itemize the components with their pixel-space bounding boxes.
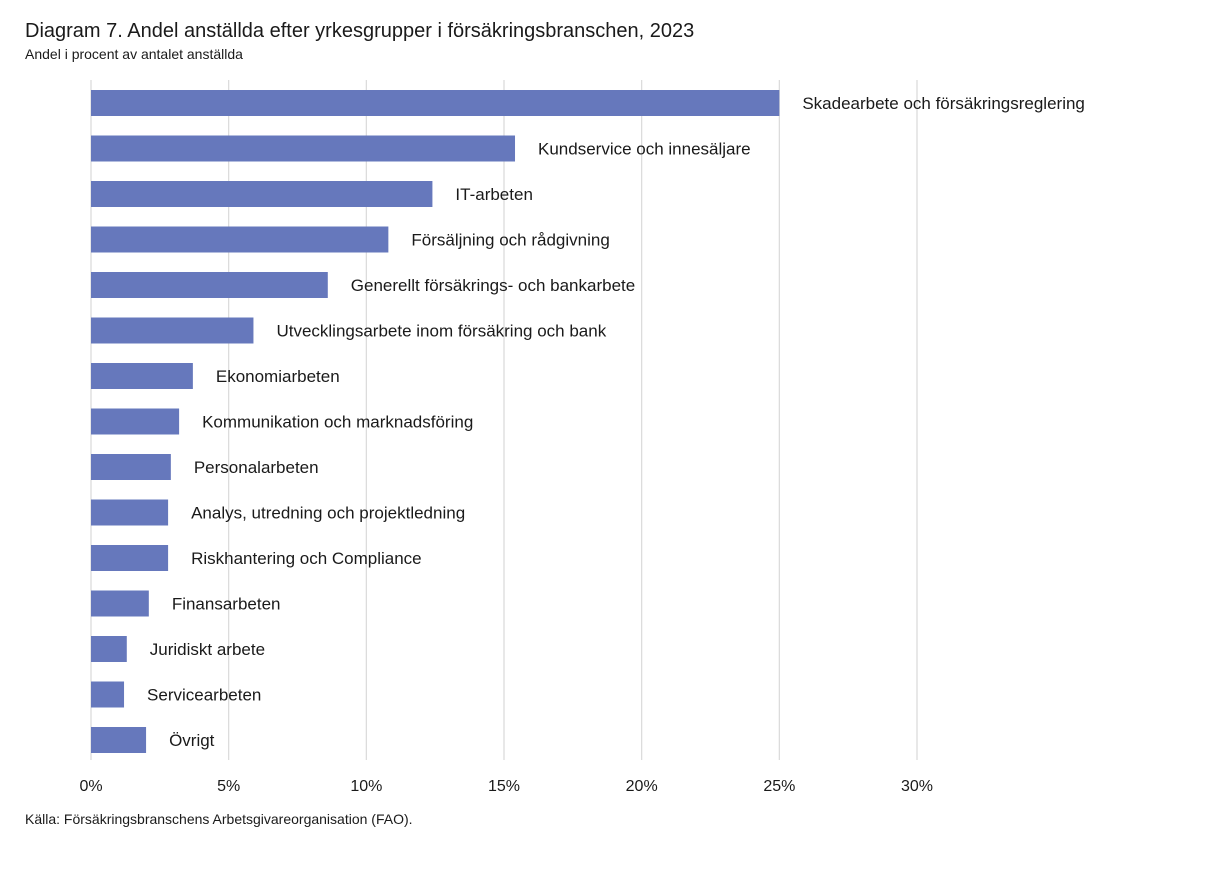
- bar-label: Analys, utredning och projektledning: [191, 504, 465, 523]
- bar-label: Generellt försäkrings- och bankarbete: [351, 276, 635, 295]
- bar: [91, 90, 780, 116]
- x-tick-label: 0%: [79, 778, 102, 795]
- x-tick-label: 5%: [217, 778, 240, 795]
- x-tick-label: 30%: [901, 778, 933, 795]
- bar: [91, 317, 254, 344]
- bar-label: Finansarbeten: [172, 595, 281, 614]
- bar-label: IT-arbeten: [455, 185, 533, 204]
- bar-labels: Skadearbete och försäkringsreglering Kund…: [147, 94, 1085, 750]
- x-tick-label: 10%: [350, 778, 382, 795]
- chart-source: Källa: Försäkringsbranschens Arbetsgivar…: [25, 811, 413, 827]
- bar: [91, 590, 149, 617]
- x-tick-label: 25%: [763, 778, 795, 795]
- bar-label: Servicearbeten: [147, 686, 261, 705]
- x-axis-ticks: 0% 5% 10% 15% 20% 25% 30%: [79, 778, 933, 795]
- bar-label: Skadearbete och försäkringsreglering: [802, 94, 1085, 113]
- chart-subtitle: Andel i procent av antalet anställda: [25, 46, 243, 62]
- bar-label: Kundservice och innesäljare: [538, 140, 751, 159]
- bar: [91, 636, 127, 662]
- x-tick-label: 20%: [626, 778, 658, 795]
- bar: [91, 499, 169, 526]
- bar-label: Riskhantering och Compliance: [191, 549, 422, 568]
- bar: [91, 272, 328, 298]
- bar-label: Utvecklingsarbete inom försäkring och ba…: [276, 322, 606, 341]
- bar: [91, 363, 193, 389]
- bar-label: Kommunikation och marknadsföring: [202, 413, 473, 432]
- bar-label: Juridiskt arbete: [150, 640, 265, 659]
- x-tick-label: 15%: [488, 778, 520, 795]
- bar-label: Övrigt: [169, 731, 215, 750]
- bar-label: Personalarbeten: [194, 458, 319, 477]
- bar: [91, 181, 433, 207]
- bar: [91, 727, 147, 753]
- chart-title: Diagram 7. Andel anställda efter yrkesgr…: [25, 20, 695, 42]
- bar: [91, 681, 125, 708]
- bar-label: Försäljning och rådgivning: [411, 231, 609, 250]
- bar: [91, 226, 389, 253]
- bar: [91, 135, 516, 162]
- bar: [91, 408, 180, 435]
- bar: [91, 454, 171, 480]
- bars: [91, 90, 780, 753]
- bar-label: Ekonomiarbeten: [216, 367, 340, 386]
- bar: [91, 545, 169, 571]
